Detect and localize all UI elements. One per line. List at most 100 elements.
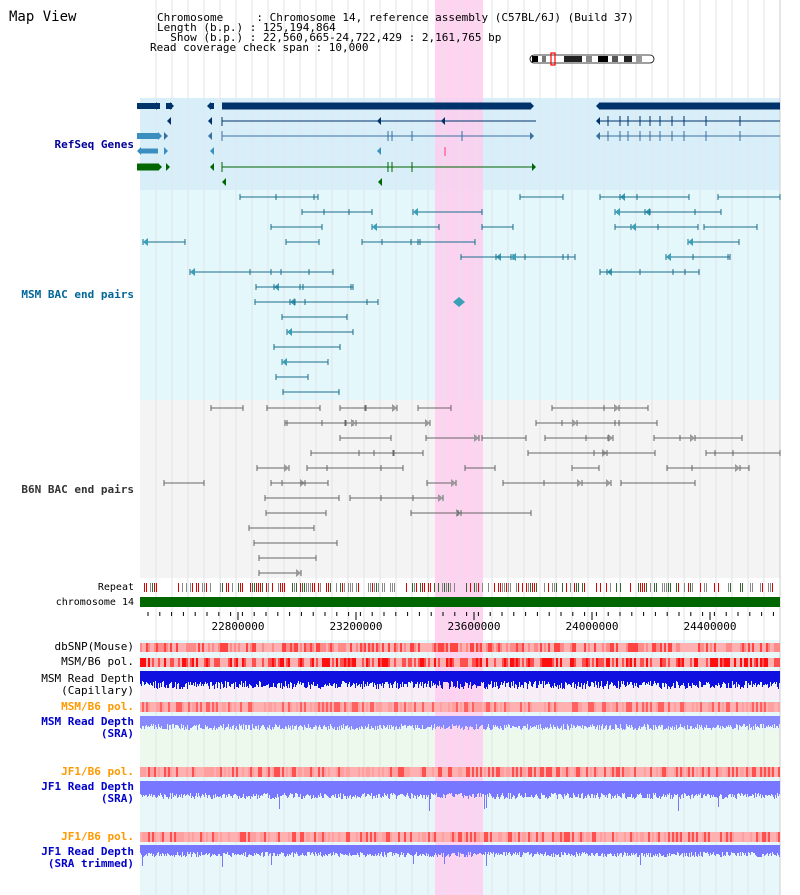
msm-depth-sra-bar (548, 716, 549, 729)
msm-depth-cap-bar (361, 671, 362, 684)
repeat-mark (302, 583, 303, 592)
msm-pol2-strip (360, 702, 362, 712)
jf1-depth-trim-bar (405, 845, 406, 857)
msm-pol2-strip (550, 702, 552, 712)
msm-depth-cap-bar (238, 671, 239, 688)
msm-pol2-strip (708, 702, 710, 712)
msm-pol-strip (318, 658, 320, 667)
msm-pol-strip (360, 658, 362, 667)
jf1-depth-trim-bar (314, 845, 315, 856)
msm-depth-cap-bar (174, 671, 175, 687)
dbsnp-strip (426, 643, 428, 652)
msm-depth-sra-bar (503, 716, 504, 730)
chromosome-ideogram[interactable] (528, 52, 656, 66)
jf1-depth-trim-bar (744, 845, 745, 855)
jf1-depth-trim-bar (271, 845, 272, 865)
repeat-mark (518, 583, 519, 592)
jf1-depth-trim-bar (319, 845, 320, 855)
jf1-pol2-strip (586, 832, 588, 842)
jf1-pol2-strip (270, 832, 272, 842)
jf1-pol2-strip (286, 832, 288, 842)
msm-depth-sra-bar (227, 716, 228, 727)
msm-pol2-strip (460, 702, 462, 712)
msm-pol2-strip (522, 702, 524, 712)
jf1-pol-strip (352, 767, 354, 777)
jf1-pol2-strip (618, 832, 620, 842)
jf1-depth-sra-bar (305, 781, 306, 796)
jf1-depth-sra-bar (260, 781, 261, 796)
jf1-depth-trim-bar (487, 845, 488, 854)
jf1-depth-sra-bar (712, 781, 713, 797)
jf1-depth-trim-bar (601, 845, 602, 854)
jf1-depth-trim-bar (450, 845, 451, 856)
jf1-pol2-strip (324, 832, 326, 842)
jf1-depth-trim-bar (145, 845, 146, 855)
dbsnp-strip (296, 643, 298, 652)
jf1-pol2-strip (408, 832, 410, 842)
jf1-depth-sra-bar (297, 781, 298, 794)
jf1-depth-sra-bar (470, 781, 471, 796)
msm-pol2-strip (468, 702, 470, 712)
msm-depth-cap-bar (635, 671, 636, 686)
jf1-depth-trim-bar (522, 845, 523, 855)
jf1-depth-trim-bar (345, 845, 346, 854)
msm-pol-strip (234, 658, 236, 667)
msm-depth-cap-bar (705, 671, 706, 685)
msm-depth-cap-bar (685, 671, 686, 689)
jf1-depth-trim-bar (572, 845, 573, 855)
msm-depth-cap-bar (492, 671, 493, 688)
msm-depth-sra-bar (460, 716, 461, 729)
jf1-depth-trim-bar (210, 845, 211, 857)
msm-depth-cap-bar (684, 671, 685, 686)
jf1-pol-strip (618, 767, 620, 777)
jf1-depth-sra-bar (673, 781, 674, 797)
jf1-depth-trim-bar (299, 845, 300, 856)
jf1-depth-sra-bar (505, 781, 506, 798)
jf1-depth-trim-bar (613, 845, 614, 856)
jf1-pol2-strip (764, 832, 766, 842)
dbsnp-strip (696, 643, 698, 652)
jf1-depth-trim-bar (220, 845, 221, 856)
jf1-depth-sra-bar (541, 781, 542, 793)
msm-pol2-strip (300, 702, 302, 712)
msm-depth-cap-bar (542, 671, 543, 681)
jf1-pol2-strip (212, 832, 214, 842)
msm-depth-cap-bar (248, 671, 249, 688)
jf1-depth-sra-bar (326, 781, 327, 795)
jf1-depth-sra-bar (515, 781, 516, 799)
jf1-pol-strip (578, 767, 580, 777)
msm-depth-cap-bar (720, 671, 721, 688)
msm-depth-sra-bar (411, 716, 412, 726)
msm-pol2-strip (762, 702, 764, 712)
msm-pol2-strip (332, 702, 334, 712)
jf1-depth-sra-bar (444, 781, 445, 795)
jf1-pol-strip (552, 767, 554, 777)
msm-depth-sra-bar (605, 716, 606, 726)
repeat-mark (434, 583, 435, 592)
msm-pol-strip (570, 658, 572, 667)
jf1-depth-sra-bar (239, 781, 240, 796)
jf1-depth-sra-bar (173, 781, 174, 797)
jf1-pol-strip (286, 767, 288, 777)
jf1-pol-strip (758, 767, 760, 777)
jf1-depth-sra-bar (763, 781, 764, 797)
msm-depth-sra-bar (490, 716, 491, 730)
dbsnp-strip (356, 643, 358, 652)
msm-depth-cap-bar (571, 671, 572, 687)
jf1-pol2-strip (400, 832, 402, 842)
msm-depth-sra-bar (233, 716, 234, 725)
msm-pol2-strip (758, 702, 760, 712)
jf1-pol-strip (428, 767, 430, 777)
jf1-depth-sra-bar (753, 781, 754, 795)
msm-depth-cap-bar (765, 671, 766, 684)
msm-depth-sra-bar (354, 716, 355, 730)
jf1-depth-trim-bar (428, 845, 429, 854)
msm-depth-sra-bar (758, 716, 759, 727)
msm-depth-sra-bar (404, 716, 405, 725)
msm-depth-sra-bar (276, 716, 277, 725)
jf1-depth-trim-bar (431, 845, 432, 857)
msm-depth-cap-bar (662, 671, 663, 683)
jf1-depth-trim-bar (170, 845, 171, 856)
jf1-depth-trim-bar (357, 845, 358, 853)
